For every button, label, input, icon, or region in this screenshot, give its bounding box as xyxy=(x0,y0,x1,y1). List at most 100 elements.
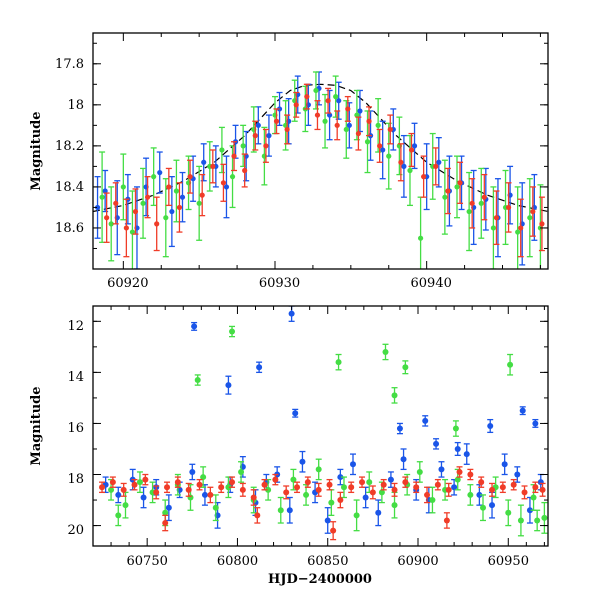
marker-green xyxy=(194,377,201,384)
marker-red xyxy=(284,126,290,133)
data-point-green xyxy=(467,484,474,506)
marker-red xyxy=(164,484,171,491)
marker-green xyxy=(108,486,115,493)
marker-red xyxy=(539,486,546,493)
marker-red xyxy=(162,520,169,527)
data-point-blue xyxy=(201,484,208,506)
marker-blue xyxy=(324,517,331,524)
marker-red xyxy=(481,194,487,200)
data-point-blue xyxy=(532,418,539,428)
data-point-red xyxy=(132,188,139,235)
marker-green xyxy=(200,474,207,481)
marker-green xyxy=(466,208,472,215)
marker-red xyxy=(210,163,216,169)
data-point-red xyxy=(505,182,512,233)
top-xtick-label-60930: 60930 xyxy=(259,276,300,291)
data-point-blue xyxy=(487,418,494,434)
marker-green xyxy=(212,504,219,511)
marker-red xyxy=(456,468,463,475)
data-point-red xyxy=(348,481,355,494)
fit-curve xyxy=(93,83,548,213)
marker-blue xyxy=(256,364,263,371)
marker-green xyxy=(120,184,126,190)
data-point-red xyxy=(469,178,476,229)
marker-green xyxy=(322,118,328,124)
marker-green xyxy=(386,153,392,159)
data-point-green xyxy=(315,458,322,481)
marker-red xyxy=(334,122,340,128)
marker-green xyxy=(378,489,385,496)
data-point-blue xyxy=(168,176,175,248)
marker-red xyxy=(314,112,321,118)
data-point-red xyxy=(397,143,404,182)
top-xtick-label-60920: 60920 xyxy=(107,276,148,291)
marker-blue xyxy=(201,159,207,165)
data-point-red xyxy=(315,482,322,497)
marker-blue xyxy=(346,122,352,128)
top-ytick-label-18.6: 18.6 xyxy=(55,221,84,236)
marker-green xyxy=(290,476,297,483)
marker-green xyxy=(490,225,496,231)
marker-red xyxy=(272,476,279,483)
data-point-green xyxy=(173,159,180,223)
marker-blue xyxy=(223,184,230,190)
data-point-red xyxy=(510,478,517,491)
marker-blue xyxy=(115,491,122,498)
marker-green xyxy=(353,512,360,519)
top-ytick-label-18.4: 18.4 xyxy=(55,180,84,195)
marker-red xyxy=(499,484,506,491)
data-point-red xyxy=(387,114,394,145)
marker-red xyxy=(369,489,376,496)
data-point-red xyxy=(408,132,415,168)
marker-green xyxy=(505,509,512,516)
data-point-red xyxy=(209,149,216,184)
data-point-green xyxy=(335,353,342,371)
data-point-green xyxy=(312,71,319,110)
marker-red xyxy=(532,484,539,491)
data-point-red xyxy=(131,478,138,491)
data-point-blue xyxy=(387,471,394,488)
data-point-blue xyxy=(463,443,470,465)
data-point-blue xyxy=(292,408,299,418)
data-point-green xyxy=(366,471,373,494)
marker-blue xyxy=(422,417,429,424)
marker-blue xyxy=(266,133,272,139)
marker-red xyxy=(304,479,311,486)
data-point-green xyxy=(452,420,459,437)
data-point-red xyxy=(478,476,485,488)
data-point-red xyxy=(529,186,536,237)
data-point-red xyxy=(199,173,206,217)
data-point-blue xyxy=(324,507,331,534)
marker-red xyxy=(231,153,237,159)
marker-red xyxy=(263,143,269,149)
data-point-green xyxy=(353,499,360,532)
marker-blue xyxy=(140,494,147,501)
data-point-blue xyxy=(299,450,306,473)
marker-red xyxy=(132,208,139,215)
marker-red xyxy=(387,126,393,133)
marker-blue xyxy=(387,476,394,483)
marker-red xyxy=(489,486,496,493)
marker-green xyxy=(313,87,319,94)
marker-red xyxy=(377,143,383,149)
marker-red xyxy=(142,476,149,483)
data-point-red xyxy=(434,478,441,491)
data-point-green xyxy=(200,466,207,488)
data-point-red xyxy=(153,485,160,500)
data-point-green xyxy=(514,186,521,269)
data-point-red xyxy=(443,512,450,529)
bottom-xtick-label-60950: 60950 xyxy=(488,554,529,569)
marker-blue xyxy=(433,440,440,447)
data-point-blue xyxy=(256,361,263,374)
marker-green xyxy=(402,364,409,371)
top-xtick-label-60940: 60940 xyxy=(411,276,452,291)
data-point-red xyxy=(261,478,268,491)
marker-green xyxy=(108,221,114,227)
data-point-red xyxy=(187,159,194,194)
data-point-red xyxy=(241,153,248,188)
marker-green xyxy=(407,167,413,174)
marker-red xyxy=(315,486,322,493)
marker-red xyxy=(539,221,545,227)
data-point-red xyxy=(532,481,539,494)
data-point-blue xyxy=(438,461,445,478)
